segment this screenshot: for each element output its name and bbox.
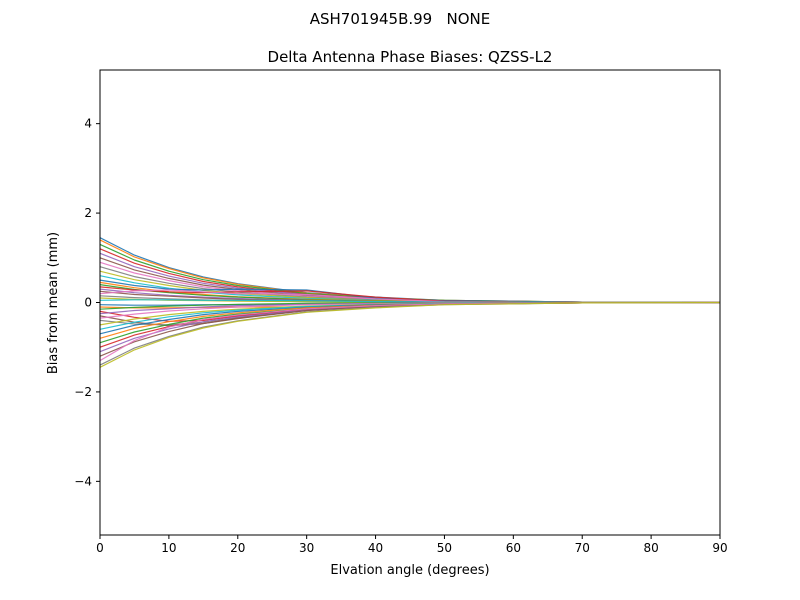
series-line	[99, 301, 721, 362]
x-tick-label: 90	[712, 541, 727, 555]
x-tick-label: 50	[437, 541, 452, 555]
x-tick-label: 10	[161, 541, 176, 555]
y-tick-label: −4	[74, 474, 92, 488]
y-axis-label: Bias from mean (mm)	[46, 232, 61, 374]
x-tick-label: 40	[368, 541, 383, 555]
x-tick-label: 30	[299, 541, 314, 555]
y-tick-label: 0	[84, 296, 92, 310]
x-tick-label: 0	[96, 541, 104, 555]
tick-marks-and-labels: 0 10 20 30 40 50 60 70 80 90 −4 −2 0 2 4	[74, 117, 727, 555]
figure-suptitle: ASH701945B.99 NONE	[310, 10, 491, 28]
axes-title: Delta Antenna Phase Biases: QZSS-L2	[268, 48, 553, 66]
x-tick-label: 20	[230, 541, 245, 555]
series-line	[99, 301, 721, 368]
x-axis-label: Elvation angle (degrees)	[330, 563, 489, 578]
y-tick-label: −2	[74, 385, 92, 399]
y-tick-label: 4	[84, 117, 92, 131]
series-line	[99, 257, 721, 304]
series-lines	[99, 237, 721, 368]
x-tick-label: 70	[575, 541, 590, 555]
x-tick-label: 80	[643, 541, 658, 555]
x-tick-label: 60	[506, 541, 521, 555]
y-tick-label: 2	[84, 206, 92, 220]
